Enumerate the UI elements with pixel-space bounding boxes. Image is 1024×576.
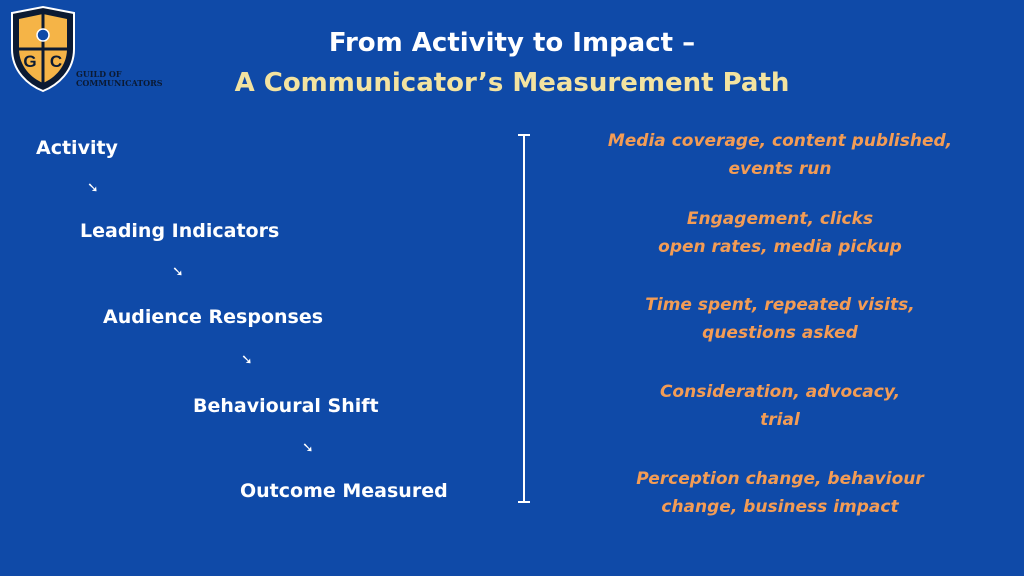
arrow-icon: ➘ (241, 352, 253, 368)
metric-line: Time spent, repeated visits, (645, 295, 915, 315)
step-audience-responses: Audience Responses (103, 306, 324, 328)
arrow-icon: ➘ (87, 180, 99, 196)
metric-line: Consideration, advocacy, (659, 382, 901, 402)
metric-outcome-measured: Perception change, behaviour change, bus… (580, 465, 980, 521)
logo-letter-g: G (23, 52, 36, 71)
logo-letter-c: C (50, 52, 62, 71)
metric-line: open rates, media pickup (658, 237, 902, 257)
metric-activity: Media coverage, content published, event… (580, 127, 980, 183)
shield-icon: G C (11, 5, 75, 93)
metric-behavioural-shift: Consideration, advocacy, trial (580, 378, 980, 434)
metric-line: trial (760, 410, 800, 430)
metric-leading-indicators: Engagement, clicks open rates, media pic… (580, 205, 980, 261)
step-activity: Activity (36, 137, 118, 159)
page-title-line2: A Communicator’s Measurement Path (234, 68, 790, 98)
logo-caption-line2: COMMUNICATORS (76, 78, 163, 88)
page-title-line1: From Activity to Impact – (328, 28, 696, 58)
step-leading-indicators: Leading Indicators (80, 220, 280, 242)
metric-line: events run (728, 159, 832, 179)
metric-line: Perception change, behaviour (636, 469, 924, 489)
divider-bottom-cap (518, 501, 530, 503)
metric-audience-responses: Time spent, repeated visits, questions a… (580, 291, 980, 347)
logo-caption: GUILD OF COMMUNICATORS (76, 70, 166, 88)
metric-line: Engagement, clicks (686, 209, 874, 229)
logo-caption-line1: GUILD OF (76, 69, 122, 79)
arrow-icon: ➘ (172, 264, 184, 280)
arrow-icon: ➘ (302, 440, 314, 456)
vertical-divider (523, 134, 525, 502)
metric-line: Media coverage, content published, (607, 131, 953, 151)
metric-line: change, business impact (661, 497, 899, 517)
step-behavioural-shift: Behavioural Shift (193, 395, 379, 417)
step-outcome-measured: Outcome Measured (240, 480, 448, 502)
guild-logo: G C GUILD OF COMMUNICATORS (8, 5, 163, 95)
metric-line: questions asked (702, 323, 858, 343)
